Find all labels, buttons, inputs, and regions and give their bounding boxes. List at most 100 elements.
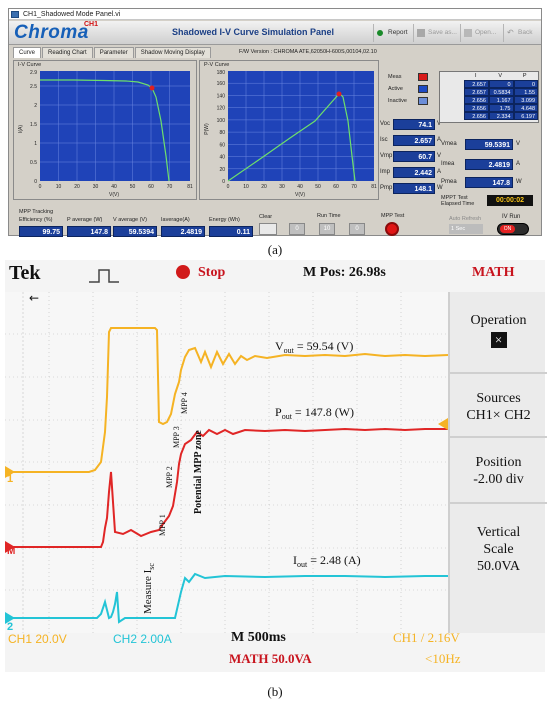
clear-button[interactable] [259,223,277,235]
tek-brand: Tek [9,262,41,284]
trigger-setting: CH1 / 2.16V [393,630,460,645]
vmea-readout: Vmea 59.5391 V [441,139,521,150]
tab-reading-chart[interactable]: Reading Chart [42,47,93,58]
iv-curve-line [40,79,170,182]
auto-refresh-select[interactable]: 1 Sec [449,224,483,234]
table-cell: 2.656 [464,112,489,120]
tab-shadow-moving-display[interactable]: Shadow Moving Display [134,47,211,58]
pv-y-tick: 100 [217,118,226,124]
pv-y-tick: 140 [217,93,226,99]
ch1-marker-label: 1 [7,473,13,485]
run-time-minutes[interactable]: 10 [319,223,335,235]
simulation-panel-window: CH1_Shadowed Mode Panel.vi Chroma CH1 Sh… [8,8,542,237]
iv-x-tick: 60 [148,184,154,190]
math-menu-panel: Operation × Sources CH1× CH2 Position -2… [448,292,547,633]
table-index-cell [440,88,465,96]
waveform-grid: ← Vout = 59.54 (V) Pout = 147.8 (W) Iout… [5,291,449,633]
measure-isc-label: Measure Isc [142,563,156,614]
tab-parameter[interactable]: Parameter [93,47,134,58]
legend-meas[interactable]: Meas [380,71,436,83]
pv-y-tick: 160 [217,81,226,87]
auto-refresh-label: Auto Refresh [449,216,482,222]
operation-menu[interactable]: Operation × [450,292,547,374]
pv-x-tick: 0 [227,184,230,190]
iv-x-tick: 81 [187,184,193,190]
pv-y-tick: 180 [217,70,226,76]
ch2-level-marker-icon [5,612,15,624]
iv-chart-title: I-V Curve [18,62,42,68]
position-menu[interactable]: Position -2.00 div [450,438,547,504]
app-title: Shadowed I-V Curve Simulation Panel [172,27,335,37]
iv-y-tick: 2.5 [30,84,37,90]
imea-readout: Imea 2.4819 A [441,159,521,170]
report-button[interactable]: Report [373,24,408,42]
pv-x-label: V(V) [295,192,305,198]
ch1-scale: CH1 20.0V [8,632,67,646]
run-time-seconds[interactable]: 0 [349,223,365,235]
curve-legend: Meas Active Inactive [380,71,436,111]
math-scale: MATH 50.0VA [229,651,312,666]
mpp4-label: MPP 4 [180,392,189,414]
current-trace [5,572,448,624]
legend-active[interactable]: Active [380,83,436,95]
m-position: M Pos: 26.98s [303,265,386,280]
i-average-label: Iaverage(A) [161,217,190,223]
p-average-label: P average (W) [67,217,103,223]
iv-run-state: ON [500,225,515,233]
caption-b: (b) [267,684,283,699]
left-arrow-icon: ← [29,292,39,305]
math-level-marker-icon [5,541,15,553]
efficiency-value: 99.75 [19,226,63,237]
pv-x-tick: 60 [333,184,339,190]
mpp-test-label: MPP Test [381,213,405,219]
pv-x-tick: 40 [297,184,303,190]
sources-menu[interactable]: Sources CH1× CH2 [450,374,547,438]
table-row: 2.657 0 0 [440,80,539,88]
iout-label: Iout = 2.48 (A) [293,553,361,569]
iv-run-toggle[interactable]: ON [497,223,529,235]
table-cell: 0.5834 [488,88,514,96]
pv-y-tick: 60 [219,142,225,148]
table-cell: 3.099 [513,96,539,104]
vertical-scale-menu[interactable]: Vertical Scale 50.0VA [476,525,521,574]
status-dot-icon [377,30,383,36]
iv-run-label: IV Run [502,214,521,220]
vmp-readout: Vmp 60.7 V [380,151,442,162]
table-header-cell: P [522,73,527,79]
save-as-button[interactable]: Save as... [413,24,457,42]
iv-data-table[interactable]: I V P 2.657 0 0 2.657 0.5834 1.55 2.656 1.167 3.… [439,71,539,123]
iv-x-tick: 10 [56,184,62,190]
iv-y-label: I(A) [18,125,24,133]
iv-y-tick: 1.5 [30,122,37,128]
open-button[interactable]: Open... [460,24,496,42]
run-time-hours[interactable]: 0 [289,223,305,235]
pmp-readout: Pmp 148.1 W [380,183,443,194]
math-marker-label: M [7,546,15,557]
elapsed-time-value: 00:00:02 [487,195,533,206]
oscilloscope-screen: Tek Stop M Pos: 26.98s MATH ← [5,260,547,672]
table-header-cell: I [474,73,477,79]
tab-curve[interactable]: Curve [13,47,42,58]
iv-x-tick: 70 [167,184,173,190]
table-row: 2.656 1.167 3.099 [440,96,539,104]
back-button[interactable]: ↶ Back [503,24,532,42]
legend-inactive[interactable]: Inactive [380,95,436,107]
pout-label: Pout = 147.8 (W) [275,405,354,421]
table-index-cell [440,80,465,88]
mpp-test-button[interactable] [385,222,399,236]
pv-y-tick: 120 [217,106,226,112]
energy-label: Energy (Wh) [209,217,240,223]
back-arrow-icon: ↶ [507,28,514,37]
iv-x-tick: 30 [93,184,99,190]
save-icon [417,29,425,37]
pmea-readout: Pmea 147.8 W [441,177,522,188]
window-title: CH1_Shadowed Mode Panel.vi [23,11,121,18]
acquisition-status: Stop [198,265,226,280]
table-header-cell [440,72,465,80]
pv-x-tick: 30 [279,184,285,190]
run-time-label: Run Time [317,213,341,219]
iv-y-tick: 0 [34,179,37,185]
logo-channel: CH1 [84,21,99,28]
iv-chart-svg: 0 10 20 30 40 50 60 70 81 V(V) 0 0.5 1 1… [18,70,193,198]
iv-x-label: V(V) [109,192,119,198]
